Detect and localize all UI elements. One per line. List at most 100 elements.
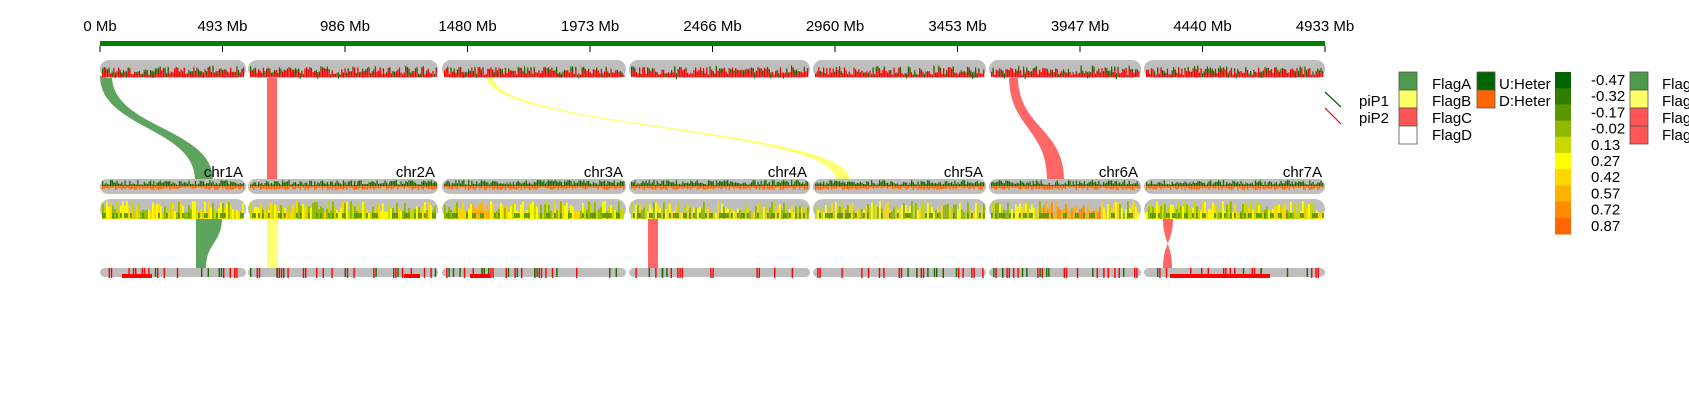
heat-base-mark [420,213,422,218]
top-green-mark [190,71,192,74]
top-red-mark [655,71,657,77]
top-red-mark [661,69,663,77]
middle-green-mark [997,181,999,186]
middle-green-mark [855,184,857,186]
middle-orange-mark [520,186,523,190]
middle-orange-mark [690,186,692,190]
middle-orange-mark [677,186,679,189]
middle-green-mark [877,183,879,186]
top-red-mark [334,74,337,77]
middle-green-mark [143,181,145,186]
middle-green-mark [936,184,938,186]
heat-mark [604,201,606,219]
middle-orange-mark [861,186,863,189]
middle-orange-mark [223,186,225,188]
middle-orange-mark [476,186,478,188]
top-green-mark [971,72,973,80]
legend2-label-3: Flag [1662,110,1689,127]
top-green-mark [1197,65,1199,73]
heat-mark [1210,209,1212,219]
top-green-mark [612,72,614,74]
top-red-mark [1039,69,1041,77]
top-red-mark [797,70,799,77]
top-red-mark [695,67,697,77]
top-green-mark [864,72,866,77]
heat-base-mark [673,213,675,218]
middle-orange-mark [1048,186,1050,190]
heat-mark [1208,208,1210,219]
middle-orange-mark [371,186,373,188]
heat-base-mark [1047,213,1049,218]
middle-green-mark [851,181,854,186]
middle-orange-mark [1120,186,1122,189]
middle-green-mark [730,181,732,186]
heat-mark [843,207,845,219]
top-red-mark [688,74,690,77]
heat-base-mark [610,213,612,218]
top-green-mark [1067,68,1069,75]
top-green-mark [1016,70,1018,74]
top-red-mark [859,72,862,77]
top-red-mark [286,68,289,77]
top-red-mark [1026,69,1028,77]
top-red-mark [485,74,487,77]
top-green-mark [1318,70,1320,73]
top-red-mark [218,69,221,77]
top-green-mark [334,73,336,76]
top-red-mark [132,74,134,77]
chr-label-6: chr6A [1099,164,1138,181]
middle-orange-mark [1114,186,1116,188]
middle-orange-mark [207,186,209,190]
heat-mark [120,206,122,219]
bottom-red-mark [373,268,375,278]
heat-mark [1194,201,1196,219]
middle-orange-mark [278,186,281,190]
top-red-mark [613,72,615,77]
heat-mark [314,201,316,219]
heat-mark [771,202,773,219]
bottom-green-mark [1306,268,1308,277]
middle-orange-mark [113,186,115,188]
top-red-mark [632,67,634,77]
middle-orange-mark [1283,186,1285,190]
top-green-mark [1211,68,1213,76]
top-green-mark [1098,68,1100,71]
top-green-mark [1047,69,1049,74]
heat-mark [875,205,877,219]
top-green-mark [975,67,977,74]
top-green-mark [105,67,107,75]
top-red-mark [469,71,471,77]
middle-green-mark [506,182,508,186]
heat-mark [957,209,959,219]
heat-base-mark [1009,213,1011,218]
top-green-mark [722,68,724,73]
top-red-mark [775,71,777,77]
heat-mark [106,201,108,219]
top-red-mark [1127,74,1129,77]
heat-mark [226,203,228,219]
legend2-label-2: Flag [1662,93,1689,110]
middle-orange-mark [1242,186,1244,190]
bottom-red-mark [492,268,494,278]
middle-orange-mark [643,186,646,190]
top-red-mark [715,67,718,77]
top-green-mark [362,68,364,73]
middle-orange-mark [544,186,547,188]
scale-swatch-9 [1555,217,1571,235]
middle-orange-mark [403,186,405,190]
top-red-mark [683,69,686,77]
middle-orange-mark [167,186,169,188]
top-green-mark [1165,72,1167,75]
heat-mark [1033,207,1035,219]
middle-orange-mark [1104,186,1106,188]
middle-green-mark [334,182,337,186]
middle-green-mark [479,182,481,186]
middle-orange-mark [1079,186,1081,188]
top-green-mark [583,66,585,71]
heat-mark [608,206,610,219]
heat-mark [116,201,118,219]
bottom-red-mark [514,268,516,278]
heat-mark [434,205,436,219]
middle-green-mark [1275,181,1277,186]
middle-orange-mark [1189,186,1191,190]
